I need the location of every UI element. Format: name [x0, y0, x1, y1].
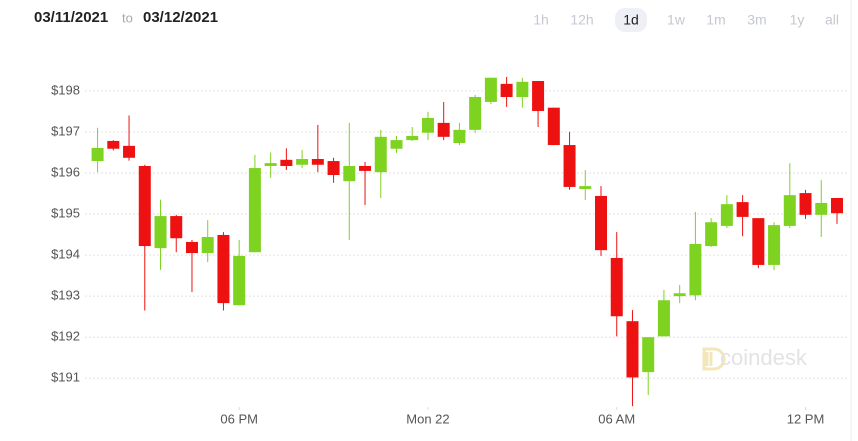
range-button[interactable]: 1w [667, 12, 686, 28]
candle-body [421, 117, 434, 133]
candle-body [453, 129, 466, 143]
x-tick-label: 06 AM [598, 411, 635, 426]
range-button[interactable]: 12h [570, 12, 593, 28]
candle-body [185, 241, 198, 254]
date-from: 03/11/2021 [34, 9, 108, 26]
candle-body [107, 140, 120, 149]
candle-body [579, 186, 592, 189]
candle-body [673, 293, 686, 297]
x-tick-label: Mon 22 [406, 411, 449, 426]
watermark-text: coindesk [720, 345, 808, 370]
candle-body [720, 204, 733, 226]
candle-body [532, 80, 545, 111]
candle-body [657, 300, 670, 337]
candle-body [91, 147, 104, 162]
candle-body [642, 337, 655, 373]
y-tick-label: $193 [51, 288, 80, 303]
candle-body [390, 140, 403, 149]
candle-body [705, 222, 718, 247]
range-selected-bg [615, 8, 647, 32]
range-button[interactable]: 1m [706, 12, 725, 28]
candle-body [626, 321, 639, 378]
candle-body [343, 165, 356, 182]
candle-body [311, 159, 324, 165]
candle-body [689, 243, 702, 296]
candle-body [233, 255, 246, 306]
candle-body [201, 237, 214, 254]
candle-body [563, 145, 576, 187]
candle-body [736, 202, 749, 217]
candle-body [469, 97, 482, 130]
range-button[interactable]: all [825, 12, 839, 28]
y-tick-label: $198 [51, 82, 80, 97]
candle-body [768, 225, 781, 265]
candle-body [359, 165, 372, 171]
range-button[interactable]: 1y [790, 12, 805, 28]
candle-body [280, 159, 293, 166]
x-tick-label: 06 PM [220, 411, 258, 426]
y-tick-label: $191 [51, 370, 80, 385]
range-button[interactable]: 1d [623, 12, 639, 28]
y-tick-label: $192 [51, 329, 80, 344]
y-tick-label: $195 [51, 205, 80, 220]
candle-body [516, 81, 529, 98]
candle-body [752, 218, 765, 265]
y-tick-label: $194 [51, 247, 80, 262]
date-to: 03/12/2021 [143, 9, 218, 26]
candle-body [296, 159, 309, 165]
candle-body [154, 216, 167, 249]
candle-body [123, 145, 136, 158]
range-button[interactable]: 1h [533, 12, 549, 28]
candle-body [217, 234, 230, 304]
candle-body [406, 136, 419, 141]
candle-body [248, 168, 261, 253]
watermark-icon [702, 347, 726, 371]
candle-body [138, 165, 151, 247]
candle-body [547, 107, 560, 146]
date-separator: to [122, 10, 133, 25]
watermark: coindesk [702, 345, 808, 371]
y-tick-label: $196 [51, 164, 80, 179]
candle-body [783, 195, 796, 226]
candle-body [830, 198, 843, 214]
candle-body [264, 163, 277, 166]
candle-body [437, 122, 450, 137]
x-tick-label: 12 PM [787, 411, 825, 426]
candle-body [484, 77, 497, 102]
candle-body [799, 193, 812, 215]
candle-body [815, 202, 828, 215]
candle-body [374, 136, 387, 173]
range-button[interactable]: 3m [747, 12, 766, 28]
candle-body [595, 195, 608, 251]
candle-body [170, 216, 183, 239]
candle-body [327, 161, 340, 176]
candle-body [610, 257, 623, 317]
y-tick-label: $197 [51, 123, 80, 138]
candle-body [500, 83, 513, 98]
